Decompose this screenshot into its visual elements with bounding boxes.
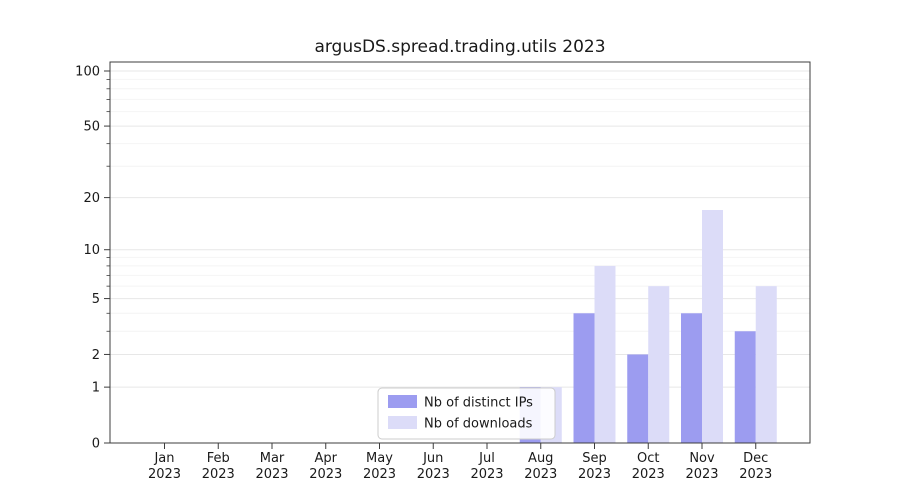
y-tick-label: 100: [75, 65, 100, 80]
bar-nb-of-downloads-dec-2023: [755, 286, 777, 443]
x-tick-label: Jun 2023: [417, 451, 450, 482]
x-tick-label: Mar 2023: [255, 451, 288, 482]
x-tick-label: Dec 2023: [739, 451, 772, 482]
legend-label: Nb of distinct IPs: [424, 396, 533, 411]
x-tick-label: Sep 2023: [578, 451, 611, 482]
legend: Nb of distinct IPs Nb of downloads: [377, 387, 556, 440]
x-tick-label: Jul 2023: [470, 451, 503, 482]
x-tick-label: Aug 2023: [524, 451, 557, 482]
y-tick-label: 2: [92, 348, 100, 363]
y-tick-label: 50: [83, 120, 100, 135]
bar-nb-of-distinct-ips-dec-2023: [734, 331, 756, 443]
grid-minor: [110, 78, 810, 332]
y-tick-label: 1: [92, 381, 100, 396]
legend-swatch: [388, 395, 417, 408]
y-tick-label: 10: [83, 243, 100, 258]
bar-nb-of-distinct-ips-sep-2023: [573, 313, 595, 443]
bar-nb-of-distinct-ips-nov-2023: [681, 313, 702, 443]
legend-swatch: [388, 416, 417, 429]
axis-ticks: [104, 70, 757, 449]
y-tick-label: 5: [92, 292, 100, 307]
x-tick-label: Feb 2023: [202, 451, 235, 482]
x-tick-label: May 2023: [363, 451, 396, 482]
bar-nb-of-downloads-nov-2023: [702, 210, 723, 443]
legend-box: [377, 387, 556, 440]
chart-title: argusDS.spread.trading.utils 2023: [314, 37, 605, 57]
bar-nb-of-downloads-sep-2023: [594, 265, 616, 443]
y-tick-label: 20: [83, 191, 100, 206]
tick-labels: 0 1 2 5 10 20 50 100 Jan 2023 Feb 2023 Mar 2023 Apr 202…: [75, 65, 772, 483]
bar-nb-of-downloads-oct-2023: [648, 286, 670, 443]
bars: [519, 210, 777, 443]
x-tick-label: Nov 2023: [685, 451, 718, 482]
x-tick-label: Oct 2023: [632, 451, 665, 482]
x-tick-label: Apr 2023: [309, 451, 342, 482]
bar-nb-of-distinct-ips-oct-2023: [627, 354, 649, 443]
legend-label: Nb of downloads: [424, 417, 533, 432]
axes: [109, 61, 811, 444]
y-tick-label: 0: [92, 437, 100, 452]
plot-border: [109, 61, 811, 444]
x-tick-label: Jan 2023: [148, 451, 181, 482]
